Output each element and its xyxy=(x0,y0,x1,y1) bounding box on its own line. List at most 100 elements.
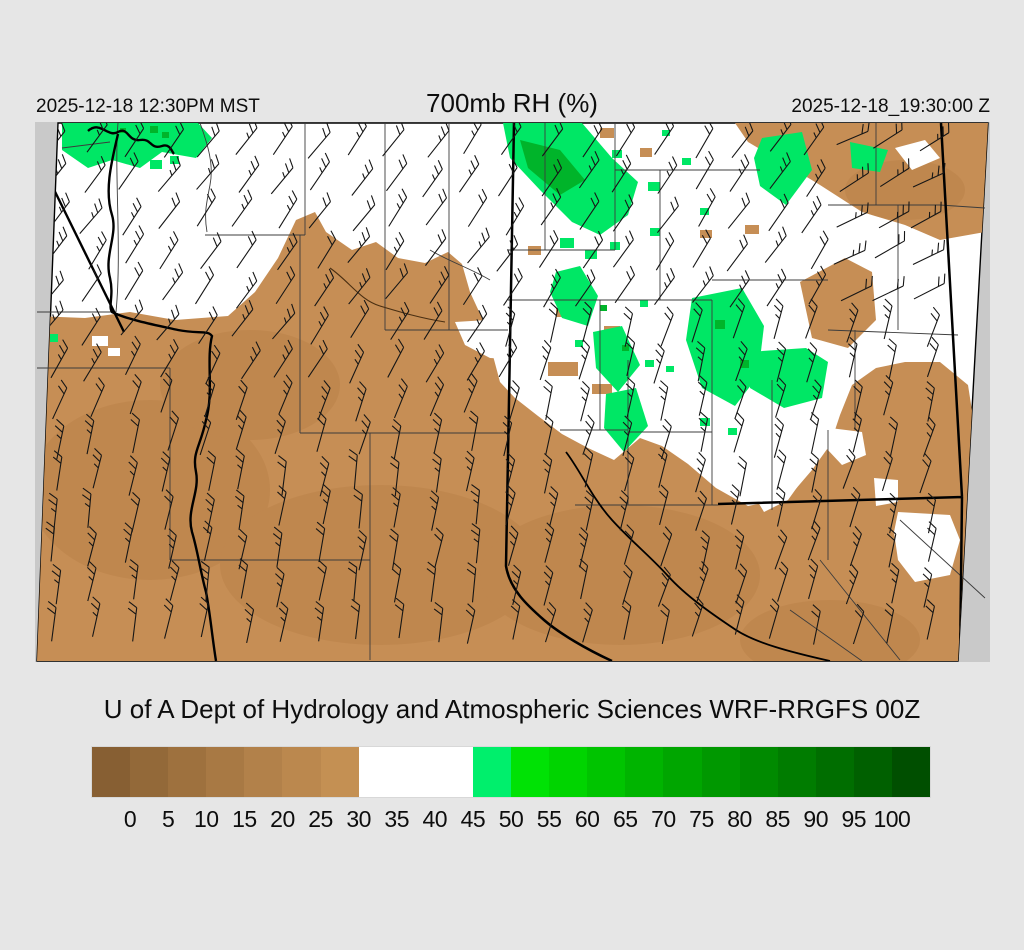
wind-barb xyxy=(658,380,669,421)
wind-barb xyxy=(808,558,819,600)
wind-barb xyxy=(309,152,330,191)
wind-barb xyxy=(578,151,600,189)
wind-barb xyxy=(348,268,371,305)
wind-barb xyxy=(543,565,554,606)
wind-barb xyxy=(130,412,140,454)
wind-barb xyxy=(130,492,141,533)
wind-barb xyxy=(806,342,818,383)
wind-barb xyxy=(198,306,218,345)
wind-barb xyxy=(847,336,858,378)
colorbar-segment xyxy=(244,747,283,797)
colorbar-segment xyxy=(891,747,931,797)
colorbar-tick-label: 40 xyxy=(422,806,448,832)
wind-barb xyxy=(394,597,405,639)
wind-barb xyxy=(127,601,138,642)
wind-barb xyxy=(657,566,671,607)
wind-barb xyxy=(734,378,747,420)
wind-barb xyxy=(842,448,856,489)
wind-barb xyxy=(886,527,897,568)
wind-barb xyxy=(200,232,222,270)
wind-barb xyxy=(548,302,559,343)
wind-barb xyxy=(238,155,260,193)
wind-barb xyxy=(237,528,248,570)
wind-barb xyxy=(90,596,101,637)
wind-barb xyxy=(496,235,519,272)
wind-barb xyxy=(852,412,862,453)
wind-barb xyxy=(766,268,787,307)
wind-barb xyxy=(277,485,287,526)
wind-barb xyxy=(769,123,792,152)
colorbar-tick-label: 10 xyxy=(193,806,219,832)
wind-barb xyxy=(881,450,893,492)
colorbar-tick-label: 70 xyxy=(651,806,676,832)
wind-barb xyxy=(730,484,740,525)
wind-barb xyxy=(48,492,58,533)
wind-barb xyxy=(272,123,293,156)
wind-barb xyxy=(86,123,108,153)
colorbar-segment xyxy=(739,747,778,797)
wind-barb xyxy=(658,447,668,488)
wind-barb xyxy=(235,448,245,490)
wind-barb xyxy=(726,234,748,272)
wind-barb xyxy=(580,380,590,422)
wind-barb xyxy=(731,123,754,159)
wind-barb xyxy=(695,340,706,382)
az-nm-border xyxy=(504,123,613,661)
wind-barb xyxy=(314,268,335,307)
wind-barb xyxy=(575,269,596,307)
wind-barb xyxy=(510,599,521,640)
wind-barb xyxy=(700,530,710,571)
colorbar-tick-label: 0 xyxy=(123,806,137,832)
wind-barb xyxy=(52,450,63,491)
colorbar-segment xyxy=(358,747,397,797)
wind-barb xyxy=(505,197,525,236)
wind-barb xyxy=(695,452,706,493)
wind-barb xyxy=(768,193,789,232)
wind-barb xyxy=(429,490,440,531)
wind-barb xyxy=(622,415,633,456)
wind-barb xyxy=(919,123,950,152)
wind-barb xyxy=(351,159,374,196)
wind-barb xyxy=(654,267,675,305)
wind-barb xyxy=(468,410,479,451)
wind-barb xyxy=(775,486,786,527)
wind-barb xyxy=(382,123,405,157)
colorbar-tick-label: 90 xyxy=(803,806,829,832)
wind-barb xyxy=(500,123,522,156)
wind-barb xyxy=(621,599,632,640)
rio-grande xyxy=(565,451,831,661)
wind-barb xyxy=(888,492,898,534)
wind-barb xyxy=(773,417,784,458)
wind-barb xyxy=(659,484,669,526)
colorbar-segment xyxy=(853,747,892,797)
wind-barb xyxy=(391,419,402,460)
wind-barb xyxy=(79,198,103,235)
wind-barb xyxy=(611,154,632,193)
wind-barb-layer xyxy=(40,123,950,645)
wind-barb xyxy=(619,490,629,531)
wind-barb xyxy=(912,162,946,188)
wind-barb xyxy=(926,492,937,534)
wind-barb xyxy=(584,490,594,531)
wind-barb xyxy=(316,411,327,452)
colorbar-segment xyxy=(168,747,207,797)
wind-barb xyxy=(733,412,745,453)
colorbar-tick-label: 30 xyxy=(346,806,371,832)
wind-barb xyxy=(272,526,283,567)
wind-barb xyxy=(653,343,665,384)
wind-barb xyxy=(913,273,946,300)
wind-barb xyxy=(235,123,258,155)
wind-barb xyxy=(849,525,862,567)
wind-barb xyxy=(727,192,751,229)
wind-barb xyxy=(465,603,476,644)
wind-barb xyxy=(157,156,181,192)
wind-barb xyxy=(202,520,213,561)
colorbar-segment xyxy=(206,747,245,797)
wind-barb xyxy=(88,231,107,270)
wind-barb xyxy=(231,300,254,337)
colorbar-segment xyxy=(587,747,626,797)
wind-barb xyxy=(538,229,559,268)
wind-barb xyxy=(241,341,261,380)
wind-barb xyxy=(199,414,212,456)
colorbar-segment xyxy=(282,747,321,797)
